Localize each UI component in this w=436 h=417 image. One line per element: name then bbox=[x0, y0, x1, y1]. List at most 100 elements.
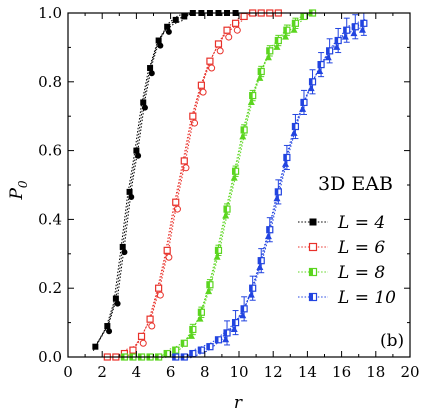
legend-label: L = 6 bbox=[337, 238, 385, 258]
data-point bbox=[128, 194, 135, 201]
data-point-fill bbox=[241, 126, 245, 133]
data-point bbox=[291, 19, 300, 27]
data-point bbox=[180, 339, 188, 347]
data-point bbox=[148, 322, 156, 330]
data-point bbox=[129, 346, 137, 354]
data-point bbox=[148, 70, 155, 77]
data-point bbox=[333, 43, 341, 50]
x-tick-label: 0 bbox=[63, 363, 73, 381]
data-point-fill bbox=[189, 350, 193, 357]
data-point-shape bbox=[112, 295, 119, 302]
data-point bbox=[92, 343, 99, 350]
data-point-fill bbox=[283, 27, 287, 34]
data-point-shape bbox=[155, 284, 163, 292]
data-point bbox=[189, 112, 197, 120]
data-point bbox=[247, 291, 255, 298]
data-point bbox=[231, 319, 240, 327]
data-point bbox=[264, 232, 272, 240]
data-point bbox=[156, 291, 164, 299]
data-point bbox=[197, 308, 205, 316]
series-line bbox=[109, 12, 281, 358]
data-point-shape bbox=[164, 23, 171, 30]
data-point bbox=[299, 105, 307, 112]
series-line bbox=[94, 12, 236, 347]
data-point bbox=[231, 167, 240, 175]
x-axis-label: r bbox=[234, 393, 243, 413]
legend: L = 4 L = 6 L = 8 L = 10 bbox=[298, 213, 396, 308]
data-point bbox=[137, 332, 146, 340]
data-point bbox=[358, 26, 366, 33]
data-point bbox=[213, 253, 221, 260]
data-point-fill bbox=[232, 319, 236, 326]
data-point-fill bbox=[241, 305, 245, 312]
legend-marker-shape bbox=[309, 218, 317, 226]
data-point-shape bbox=[137, 332, 146, 340]
legend-marker-shape bbox=[308, 242, 318, 252]
data-point bbox=[119, 243, 126, 250]
data-point-shape bbox=[133, 147, 140, 154]
data-point bbox=[147, 65, 154, 72]
data-point-shape bbox=[180, 157, 188, 165]
data-point bbox=[343, 26, 351, 34]
data-point bbox=[316, 67, 324, 74]
y-tick-label: 0.2 bbox=[38, 279, 62, 297]
data-point bbox=[240, 305, 248, 313]
x-tick-label: 14 bbox=[298, 363, 317, 381]
data-point bbox=[214, 336, 223, 344]
x-tick-label: 6 bbox=[166, 363, 176, 381]
data-point bbox=[273, 43, 281, 50]
data-point bbox=[189, 349, 197, 358]
data-point bbox=[216, 47, 224, 55]
data-point-shape bbox=[163, 246, 171, 254]
data-point bbox=[249, 91, 257, 100]
data-point-fill bbox=[215, 336, 219, 343]
series-line bbox=[177, 18, 367, 358]
data-point bbox=[231, 19, 240, 27]
legend-label: L = 10 bbox=[337, 288, 396, 308]
data-point bbox=[326, 47, 334, 55]
x-tick-label: 2 bbox=[97, 363, 107, 381]
data-point bbox=[351, 23, 359, 31]
data-point-shape bbox=[104, 323, 111, 330]
data-point bbox=[165, 253, 173, 261]
data-point bbox=[266, 47, 274, 55]
data-point bbox=[274, 188, 282, 196]
legend-marker bbox=[309, 218, 317, 226]
data-point-shape bbox=[240, 12, 248, 21]
data-point-fill bbox=[292, 20, 296, 27]
data-point bbox=[139, 339, 147, 347]
data-point bbox=[290, 129, 298, 136]
data-point bbox=[350, 29, 358, 37]
data-point bbox=[197, 346, 205, 354]
data-point bbox=[239, 132, 247, 140]
data-point bbox=[230, 325, 238, 332]
data-point-fill bbox=[258, 68, 262, 75]
data-point-fill bbox=[249, 92, 253, 99]
data-point bbox=[308, 78, 317, 86]
data-point-fill bbox=[164, 350, 168, 357]
data-point bbox=[189, 325, 197, 334]
data-point bbox=[135, 152, 142, 159]
data-point-fill bbox=[189, 326, 193, 333]
data-point bbox=[165, 28, 172, 35]
data-point bbox=[256, 74, 264, 81]
x-tick-label: 16 bbox=[332, 363, 351, 381]
data-point bbox=[114, 300, 121, 307]
data-point-shape bbox=[126, 188, 133, 195]
x-tick-label: 10 bbox=[229, 363, 248, 381]
y-tick-label: 0.4 bbox=[38, 210, 62, 228]
data-point-fill bbox=[300, 99, 304, 106]
data-point bbox=[172, 16, 179, 23]
x-tick-label: 4 bbox=[132, 363, 142, 381]
data-point-fill bbox=[275, 188, 279, 195]
data-point bbox=[133, 147, 140, 154]
data-point bbox=[230, 174, 238, 181]
data-point-fill bbox=[283, 154, 287, 161]
data-point bbox=[146, 315, 154, 323]
data-point bbox=[223, 205, 231, 213]
data-point bbox=[257, 257, 265, 265]
data-point bbox=[112, 295, 119, 302]
data-point bbox=[157, 42, 164, 49]
data-point-shape bbox=[129, 346, 137, 354]
